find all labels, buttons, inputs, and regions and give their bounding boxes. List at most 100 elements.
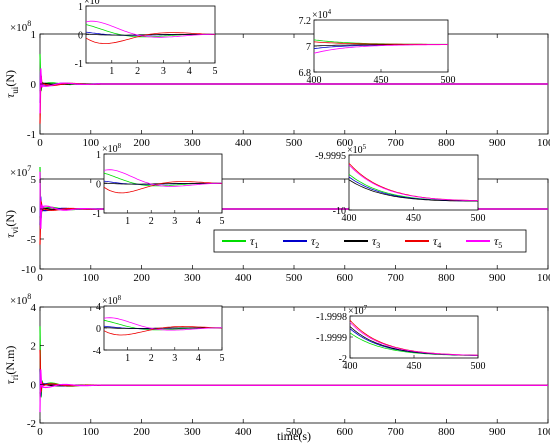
x-tick-label: 100 [83,137,100,149]
inset-y-tick-label: 7.2 [299,16,312,27]
inset-y-tick-label: 4 [96,302,101,313]
x-tick-label: 400 [235,426,252,438]
x-tick-label: 800 [438,272,455,284]
inset-exponent-label: ×108 [84,0,104,7]
inset-x-tick-label: 2 [149,216,154,227]
x-tick-label: 700 [387,137,404,149]
inset-x-tick-label: 4 [196,216,201,227]
x-tick-label: 600 [337,272,354,284]
x-tick-label: 800 [438,137,455,149]
inset-exponent-label: ×104 [312,8,332,21]
inset-x-tick-label: 400 [307,75,322,86]
x-tick-label: 900 [489,272,506,284]
inset-line-panel2-1-tau4 [103,181,223,194]
inset-y-tick-label: -10 [333,206,346,217]
inset-x-tick-label: 2 [135,66,140,77]
y-tick-label: 2 [31,341,37,353]
inset-x-tick-label: 4 [196,353,201,364]
inset-exponent-label: ×108 [102,142,122,155]
x-tick-label: 200 [133,137,150,149]
inset-exponent-label: ×107 [348,304,368,317]
inset-y-tick-label: -2 [339,354,347,365]
y-axis-label: τui(N) [3,70,20,98]
y-tick-label: -1 [27,129,36,141]
x-tick-label: 1000 [537,272,550,284]
exponent-label: ×107 [10,164,31,179]
inset-x-tick-label: 450 [406,213,421,224]
inset-y-tick-label: -1.9998 [316,312,347,323]
exponent-label: ×108 [10,19,31,34]
inset-line-panel3-1-tau5 [103,317,222,331]
inset-y-tick-label: 0 [78,31,83,42]
inset-x-tick-label: 450 [407,361,422,372]
inset-line-panel1-2-tau5 [313,44,448,54]
inset-line-panel1-1-tau3 [85,33,216,36]
x-tick-label: 600 [337,137,354,149]
inset-x-tick-label: 4 [187,66,192,77]
inset-x-tick-label: 1 [125,353,130,364]
inset-line-panel1-1-tau4 [85,32,216,44]
y-tick-label: 0 [31,79,37,91]
inset-x-tick-label: 5 [213,66,218,77]
x-tick-label: 0 [37,137,43,149]
x-tick-label: 200 [133,426,150,438]
inset-line-panel1-1-tau5 [85,20,215,38]
y-tick-label: 0 [31,379,37,391]
x-axis-label: time(s) [277,429,311,443]
inset-x-tick-label: 3 [172,353,177,364]
inset-line-panel2-2-tau5 [348,164,479,201]
inset-x-tick-label: 500 [441,75,456,86]
x-tick-label: 500 [286,272,303,284]
inset-x-tick-label: 1 [109,66,114,77]
series-line-panel3-tau5 [39,369,548,413]
legend-label-tau3: τ3 [372,234,380,250]
inset-x-tick-label: 5 [220,216,225,227]
x-tick-label: 1000 [537,137,550,149]
inset-y-tick-label: 0 [96,180,101,191]
inset-line-panel3-1-tau4 [103,326,223,336]
x-tick-label: 900 [489,137,506,149]
x-tick-label: 500 [286,426,303,438]
inset-line-panel3-2-tau5 [349,322,479,356]
inset-axes-panel2-2 [348,154,479,211]
inset-x-tick-label: 450 [374,75,389,86]
x-tick-label: 700 [387,272,404,284]
legend-box [213,229,527,253]
x-tick-label: 1000 [537,426,550,438]
inset-x-tick-label: 500 [471,213,486,224]
y-tick-label: 1 [31,29,37,41]
inset-line-panel2-2-tau3 [348,179,478,202]
inset-x-tick-label: 1 [125,216,130,227]
x-tick-label: 300 [184,272,201,284]
inset-y-tick-label: -1 [93,209,101,220]
legend-label-tau5: τ5 [494,234,502,250]
x-tick-label: 100 [83,426,100,438]
inset-x-tick-label: 3 [172,216,177,227]
x-tick-label: 800 [438,426,455,438]
inset-x-tick-label: 5 [220,353,225,364]
y-tick-label: 0 [31,204,37,216]
legend-label-tau1: τ1 [250,234,258,250]
inset-x-tick-label: 2 [149,353,154,364]
x-tick-label: 100 [83,272,100,284]
inset-exponent-label: ×105 [347,143,367,156]
y-tick-label: 4 [31,302,37,314]
x-tick-label: 0 [37,272,43,284]
legend-label-tau4: τ4 [433,234,441,250]
inset-y-tick-label: -1 [75,59,83,70]
y-axis-label: τri(N.m) [3,346,20,385]
inset-y-tick-label: 7 [306,42,311,53]
inset-y-tick-label: -9.9995 [315,151,346,162]
inset-line-panel2-1-tau5 [103,169,223,187]
inset-x-tick-label: 500 [471,361,486,372]
x-tick-label: 200 [133,272,150,284]
y-tick-label: -2 [27,418,36,430]
y-tick-label: 5 [31,174,37,186]
x-tick-label: 600 [337,426,354,438]
inset-x-tick-label: 3 [161,66,166,77]
inset-y-tick-label: -1.9999 [316,333,347,344]
y-tick-label: -10 [21,264,36,276]
x-tick-label: 300 [184,137,201,149]
legend-label-tau2: τ2 [311,234,319,250]
inset-x-tick-label: 400 [343,361,358,372]
